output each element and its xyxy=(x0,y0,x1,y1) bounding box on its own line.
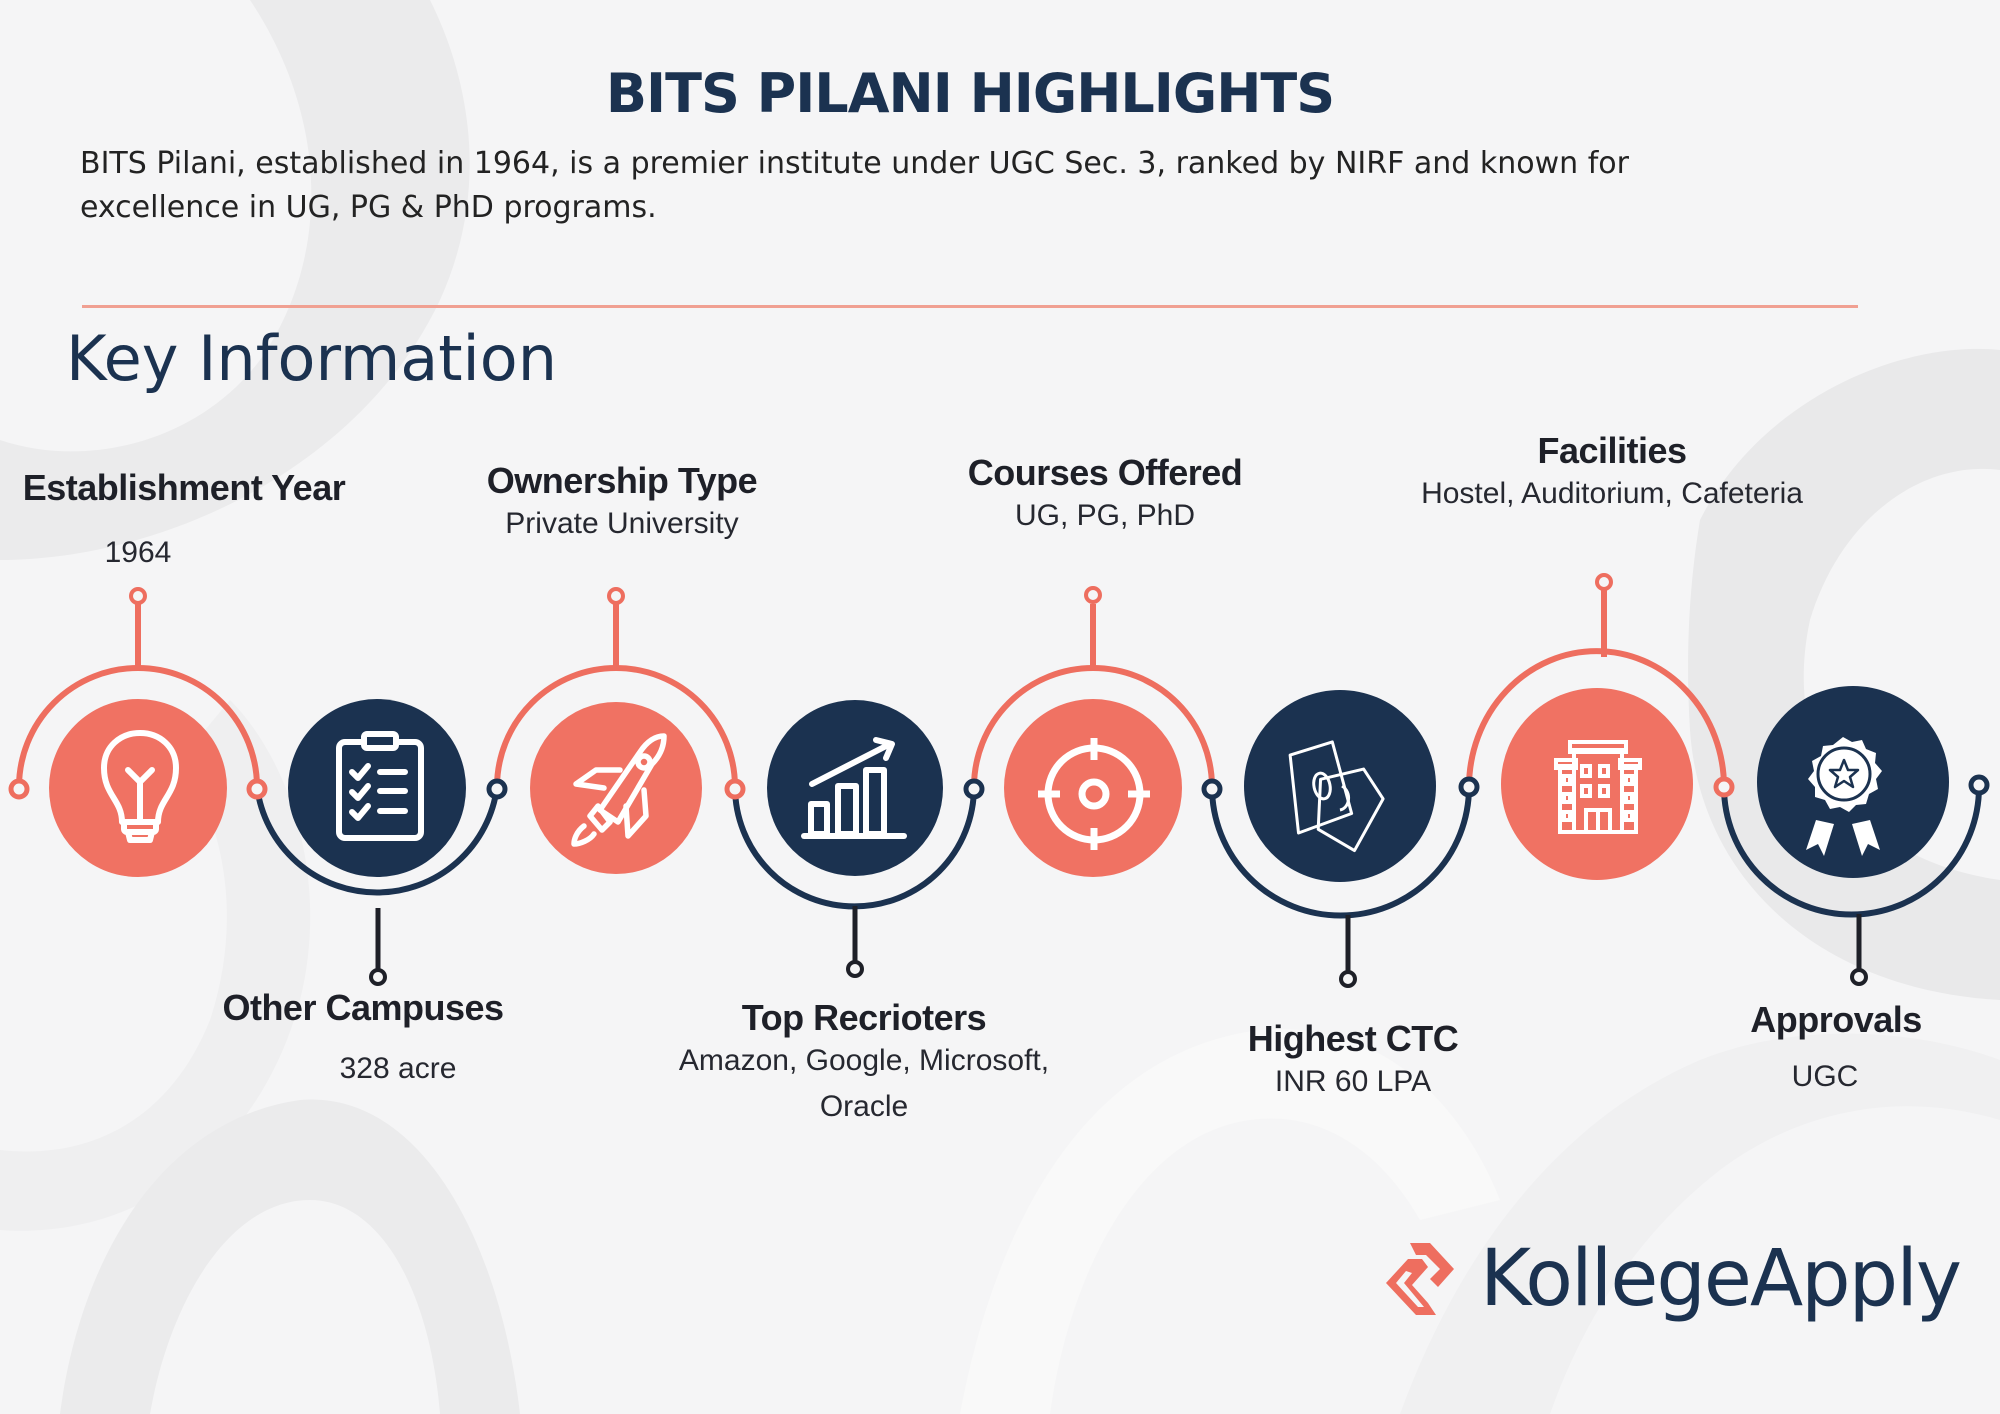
page-description: BITS Pilani, established in 1964, is a p… xyxy=(80,146,1629,225)
money-icon xyxy=(1288,740,1385,853)
lightbulb-icon xyxy=(101,730,179,843)
timeline-value-approvals: UGC xyxy=(1792,1054,1859,1100)
kollegeapply-logo-icon xyxy=(1386,1243,1454,1315)
award-badge-icon xyxy=(1806,737,1882,856)
timeline-item-approvals: Approvals xyxy=(1750,1000,1922,1040)
item-value: 328 acre xyxy=(339,1052,457,1085)
timeline-value-establishment-year: 1964 xyxy=(105,530,172,576)
item-value-line2: Oracle xyxy=(819,1090,909,1123)
item-heading: Approvals xyxy=(1750,999,1922,1040)
item-heading: Top Recrioters xyxy=(741,997,987,1038)
arc-7 xyxy=(1466,648,1727,788)
brand-name: KollegeApply xyxy=(1480,1234,1962,1324)
item-value: Amazon, Google, Microsoft, xyxy=(678,1044,1050,1077)
timeline-item-ownership-type: Ownership Type Private University xyxy=(486,460,758,547)
timeline-value-other-campuses: 328 acre xyxy=(340,1046,457,1092)
timeline-item-top-recruiters: Top Recrioters Amazon, Google, Microsoft… xyxy=(679,998,1049,1130)
item-heading: Courses Offered xyxy=(967,452,1243,493)
item-heading: Facilities xyxy=(1537,430,1687,471)
item-heading: Other Campuses xyxy=(222,987,504,1028)
section-title: Key Information xyxy=(66,322,558,395)
arc-6 xyxy=(1209,786,1472,919)
rocket-icon xyxy=(571,733,667,847)
page-title: BITS PILANI HIGHLIGHTS xyxy=(605,62,1335,125)
item-value: Hostel, Auditorium, Cafeteria xyxy=(1421,477,1803,510)
item-heading: Establishment Year xyxy=(22,467,346,508)
timeline-item-establishment-year: Establishment Year xyxy=(23,468,346,508)
item-heading: Ownership Type xyxy=(486,460,758,501)
item-value: UG, PG, PhD xyxy=(1014,499,1196,532)
growth-chart-icon xyxy=(801,737,907,839)
item-value: 1964 xyxy=(104,536,172,569)
item-value: Private University xyxy=(505,507,739,540)
building-icon xyxy=(1554,740,1642,834)
target-icon xyxy=(1038,738,1150,850)
timeline-item-other-campuses: Other Campuses xyxy=(222,987,504,1028)
arc-8 xyxy=(1721,786,1982,918)
item-value: UGC xyxy=(1791,1060,1859,1093)
brand-logo: KollegeApply xyxy=(1382,1234,1962,1324)
timeline-item-courses-offered: Courses Offered UG, PG, PhD xyxy=(968,453,1243,539)
arc-2 xyxy=(254,786,500,896)
divider xyxy=(82,305,1858,308)
item-heading: Highest CTC xyxy=(1247,1018,1459,1059)
timeline-item-facilities: Facilities Hostel, Auditorium, Cafeteria xyxy=(1421,431,1803,517)
clipboard-checklist-icon xyxy=(336,731,424,841)
item-value: INR 60 LPA xyxy=(1274,1065,1432,1098)
timeline-item-highest-ctc: Highest CTC INR 60 LPA xyxy=(1248,1019,1459,1105)
